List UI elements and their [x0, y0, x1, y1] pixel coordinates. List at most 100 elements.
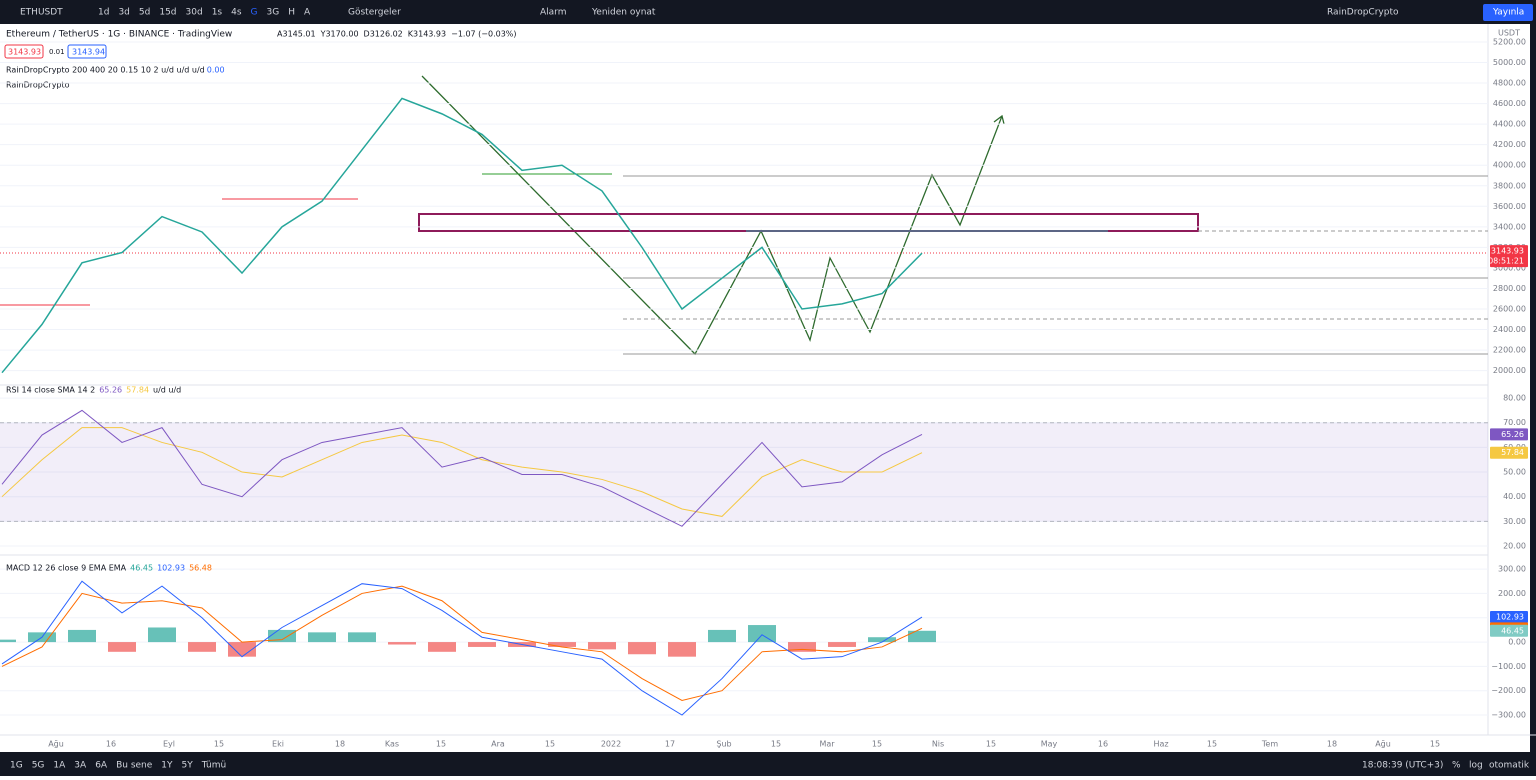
zone-box — [418, 213, 1199, 232]
y-tick-label: 2400.00 — [1493, 325, 1526, 334]
range-button[interactable]: 5G — [32, 761, 45, 771]
macd-legend-value: 46.45 — [130, 564, 153, 573]
layout-name[interactable]: RainDropCrypto — [1327, 8, 1399, 18]
y-tick-label: −200.00 — [1491, 686, 1526, 695]
y-tick-label: 4400.00 — [1493, 120, 1526, 129]
histogram-bar — [548, 642, 576, 647]
y-tick-label: 3600.00 — [1493, 202, 1526, 211]
range-button[interactable]: Tümü — [201, 761, 226, 771]
ohlc: D3126.02 — [364, 30, 403, 39]
interval[interactable]: 3d — [118, 8, 129, 18]
range-button[interactable]: 1G — [10, 761, 23, 771]
arrow-head — [993, 114, 1005, 125]
right-edge — [1530, 24, 1536, 752]
ask: 3143.94 — [72, 48, 105, 57]
ohlc: K3143.93 — [408, 30, 446, 39]
histogram-bar — [668, 642, 696, 657]
rsi-legend: RSI 14 close SMA 14 2 — [6, 386, 95, 395]
publish-button-label[interactable]: Yayınla — [1492, 8, 1524, 18]
range-button[interactable]: 1A — [53, 761, 66, 771]
y-tick-label: 2800.00 — [1493, 284, 1526, 293]
histogram-bar — [908, 630, 936, 643]
y-tick-label: 80.00 — [1503, 394, 1526, 403]
series-line — [1, 409, 923, 527]
symbol[interactable]: ETHUSDT — [20, 8, 63, 18]
publish-button[interactable] — [1483, 4, 1533, 21]
interval[interactable]: 4s — [231, 8, 242, 18]
interval[interactable]: 30d — [186, 8, 203, 18]
y-tick-label: 300.00 — [1498, 565, 1526, 574]
percent-toggle[interactable]: % — [1452, 761, 1461, 771]
replay-button[interactable]: Yeniden oynat — [591, 8, 656, 18]
interval[interactable]: 15d — [159, 8, 176, 18]
trend-drawing — [421, 75, 1003, 356]
histogram-bar — [708, 629, 736, 643]
auto-toggle[interactable]: otomatik — [1489, 761, 1530, 771]
y-tick-label: 20.00 — [1503, 542, 1526, 551]
x-tick-label: Kas — [385, 740, 399, 749]
series-line — [1, 585, 923, 701]
range-button[interactable]: 6A — [95, 761, 108, 771]
countdown: 08:51:21 — [1488, 257, 1524, 266]
histogram-bar — [868, 637, 896, 643]
y-tick-label: 50.00 — [1503, 468, 1526, 477]
histogram-bar — [348, 632, 376, 643]
interval[interactable]: G — [251, 8, 258, 18]
x-tick-label: Nis — [932, 740, 944, 749]
y-tick-label: 3000.00 — [1493, 263, 1526, 272]
range-button[interactable]: 1Y — [161, 761, 173, 771]
ohlc: A3145.01 — [277, 30, 316, 39]
interval[interactable]: 3G — [267, 8, 280, 18]
interval[interactable]: A — [304, 8, 311, 18]
range-button[interactable]: 3A — [74, 761, 87, 771]
bottom-bar — [0, 752, 1536, 776]
x-tick-label: 18 — [1327, 740, 1337, 749]
macd-last: 102.93 — [1496, 613, 1524, 622]
rsi-band — [0, 422, 1488, 522]
y-tick-label: 2200.00 — [1493, 346, 1526, 355]
interval[interactable]: 5d — [139, 8, 150, 18]
y-tick-label: 4800.00 — [1493, 79, 1526, 88]
interval[interactable]: H — [288, 8, 295, 18]
axis-badge — [1490, 611, 1528, 624]
series-line — [1, 97, 923, 374]
y-tick-label: 0.00 — [1508, 638, 1526, 647]
bid-box — [4, 44, 44, 59]
alarm-button[interactable]: Alarm — [540, 8, 566, 18]
drawings — [0, 75, 1488, 356]
rsi-sma-last: 57.84 — [1501, 448, 1524, 457]
change: −1.07 (−0.03%) — [451, 30, 516, 39]
histogram-bar — [748, 625, 776, 643]
interval[interactable]: 1d — [98, 8, 109, 18]
ohlc: Y3170.00 — [320, 30, 359, 39]
rsi-legend-value: 57.84 — [126, 386, 149, 395]
axis-badge — [1490, 624, 1528, 637]
y-tick-label: 3400.00 — [1493, 222, 1526, 231]
currency: USDT — [1498, 29, 1520, 38]
rsi-last: 65.26 — [1501, 430, 1524, 439]
last-price: 3143.93 — [1491, 247, 1524, 256]
histogram-bar — [588, 642, 616, 650]
log-toggle[interactable]: log — [1469, 761, 1483, 771]
histogram-bar — [148, 627, 176, 643]
indicators-button[interactable]: Göstergeler — [348, 8, 401, 18]
interval[interactable]: 1s — [212, 8, 223, 18]
macd-legend-value: 102.93 — [157, 564, 185, 573]
x-tick-label: 15 — [214, 740, 224, 749]
x-tick-label: 2022 — [601, 740, 621, 749]
indicator-value: 0.00 — [207, 66, 225, 75]
range-button[interactable]: 5Y — [182, 761, 194, 771]
rsi-legend-tail: u/d u/d — [153, 386, 181, 395]
y-tick-label: −100.00 — [1491, 662, 1526, 671]
x-tick-label: Eyl — [163, 740, 175, 749]
x-tick-label: Şub — [716, 740, 731, 749]
range-button[interactable]: Bu sene — [116, 761, 153, 771]
clock: 18:08:39 (UTC+3) — [1362, 761, 1443, 771]
y-tick-label: 30.00 — [1503, 517, 1526, 526]
toolbar — [0, 0, 1536, 24]
y-tick-label: −300.00 — [1491, 711, 1526, 720]
macd-legend-value: 56.48 — [189, 564, 212, 573]
y-tick-label: 40.00 — [1503, 492, 1526, 501]
axis-badge — [1490, 428, 1528, 441]
histogram-bar — [628, 642, 656, 655]
